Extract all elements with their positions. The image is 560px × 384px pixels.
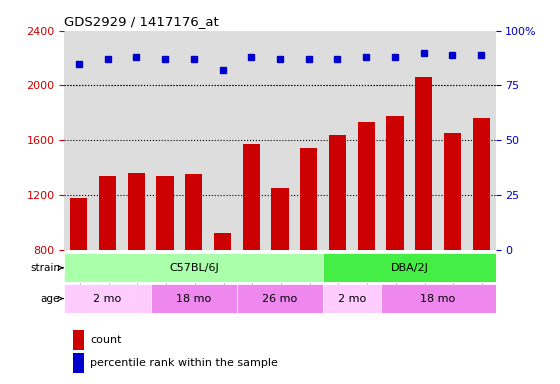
Text: DBA/2J: DBA/2J [390,263,428,273]
Bar [415,77,432,250]
Bar [323,284,381,313]
Bar [358,122,375,250]
Bar [323,253,496,282]
Bar [473,118,490,250]
Bar [99,176,116,250]
Text: 2 mo: 2 mo [338,293,366,304]
Text: 2 mo: 2 mo [94,293,122,304]
Text: 18 mo: 18 mo [421,293,456,304]
Text: age: age [41,293,60,304]
Bar [73,330,84,350]
Bar [300,148,318,250]
Bar [237,284,323,313]
Bar [151,284,237,313]
Bar [381,284,496,313]
Bar [242,144,260,250]
Text: 26 mo: 26 mo [263,293,297,304]
Text: percentile rank within the sample: percentile rank within the sample [90,358,278,369]
Text: GDS2929 / 1417176_at: GDS2929 / 1417176_at [64,15,219,28]
Bar [272,188,288,250]
Bar [70,198,87,250]
Bar [64,253,323,282]
Bar [444,133,461,250]
Bar [73,353,84,373]
Text: strain: strain [30,263,60,273]
Text: 18 mo: 18 mo [176,293,211,304]
Bar [329,135,346,250]
Bar [386,116,404,250]
Text: count: count [90,335,122,346]
Bar [156,176,174,250]
Bar [214,233,231,250]
Bar [64,284,151,313]
Bar [128,173,145,250]
Text: C57BL/6J: C57BL/6J [169,263,218,273]
Bar [185,174,202,250]
